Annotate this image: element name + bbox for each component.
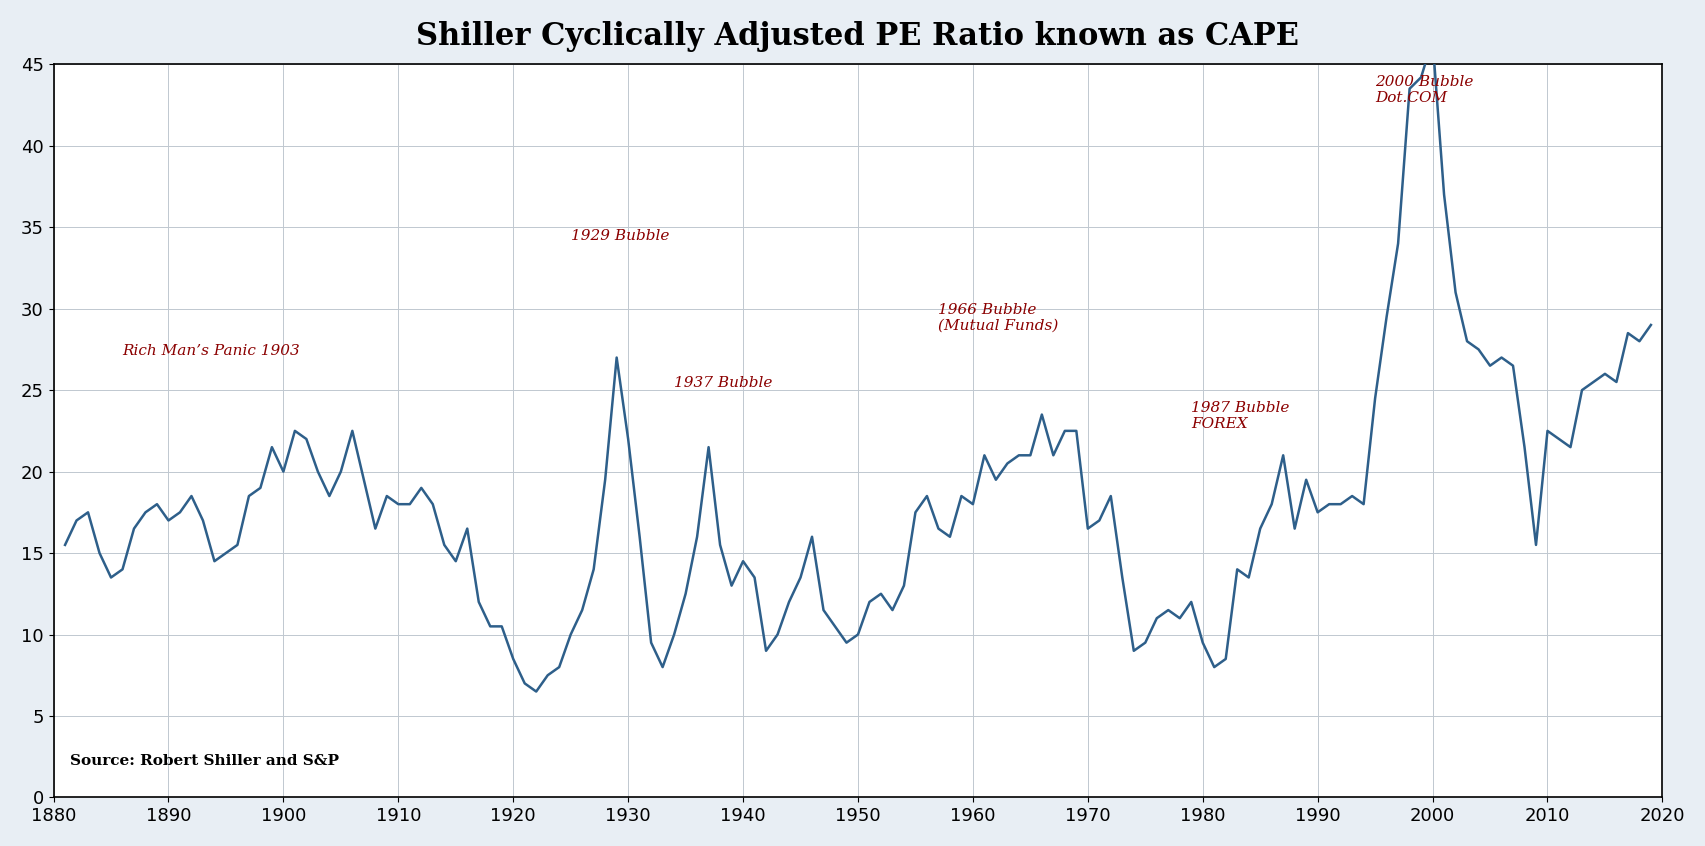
Text: Source: Robert Shiller and S&P: Source: Robert Shiller and S&P [70,754,339,768]
Text: 1987 Bubble
FOREX: 1987 Bubble FOREX [1190,401,1289,431]
Text: 1937 Bubble: 1937 Bubble [673,376,772,390]
Text: 2000 Bubble
Dot.COM: 2000 Bubble Dot.COM [1374,74,1473,105]
Text: 1929 Bubble: 1929 Bubble [571,229,668,244]
Title: Shiller Cyclically Adjusted PE Ratio known as CAPE: Shiller Cyclically Adjusted PE Ratio kno… [416,21,1299,52]
Text: Rich Man’s Panic 1903: Rich Man’s Panic 1903 [123,343,300,358]
Text: 1966 Bubble
(Mutual Funds): 1966 Bubble (Mutual Funds) [938,303,1059,333]
